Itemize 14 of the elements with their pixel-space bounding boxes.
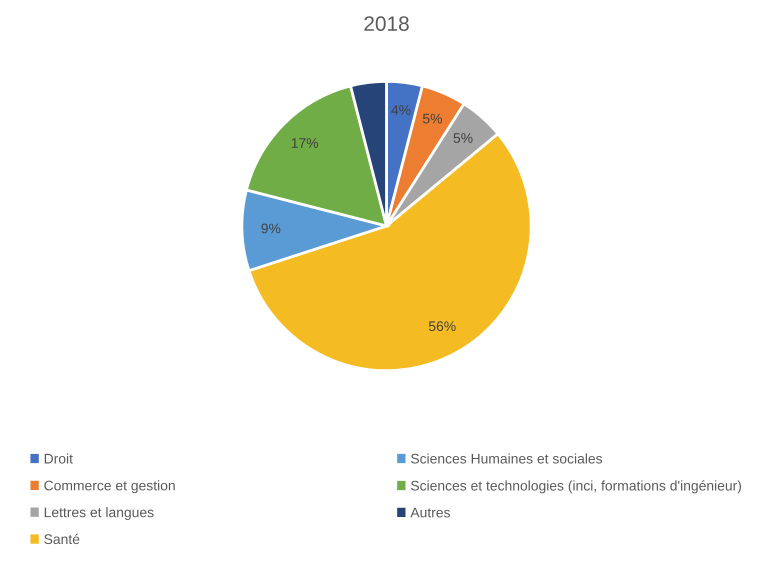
data-label: 9%	[261, 224, 280, 234]
legend-label: Santé	[44, 534, 80, 544]
legend-label: Commerce et gestion	[44, 480, 175, 494]
data-label: 5%	[422, 114, 442, 124]
data-label: 4%	[391, 105, 411, 115]
data-label: 56%	[428, 321, 456, 332]
legend-label: Droit	[44, 453, 73, 464]
legend-label: Lettres et langues	[44, 507, 154, 520]
legend-label: Autres	[410, 508, 450, 518]
data-label: 5%	[454, 133, 473, 143]
legend-label: Sciences et technologies (inci, formations d'ingénieur)	[410, 480, 742, 494]
data-label: 17%	[292, 138, 318, 148]
chart-title: 2018	[364, 16, 409, 32]
legend-label: Sciences Humaines et sociales	[410, 453, 602, 464]
